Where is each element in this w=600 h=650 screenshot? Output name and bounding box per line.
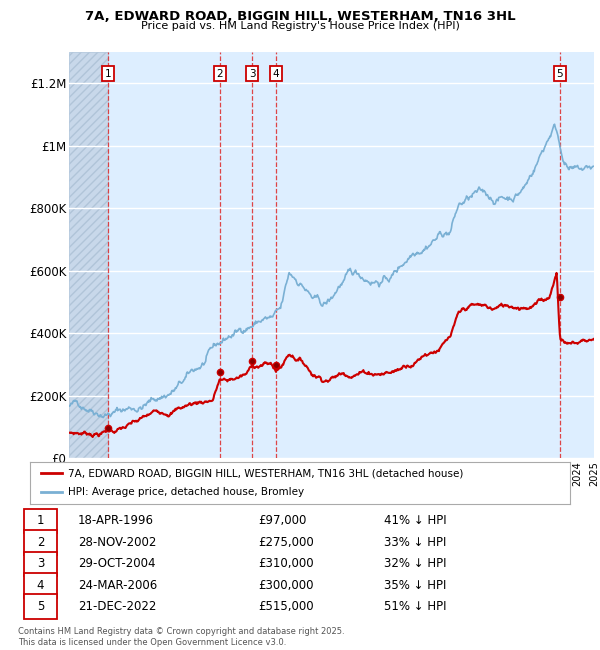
Text: HPI: Average price, detached house, Bromley: HPI: Average price, detached house, Brom… — [68, 487, 304, 497]
Text: 33% ↓ HPI: 33% ↓ HPI — [384, 536, 446, 549]
Text: 4: 4 — [37, 578, 44, 592]
Text: 1: 1 — [104, 69, 111, 79]
Text: 29-OCT-2004: 29-OCT-2004 — [78, 558, 155, 571]
Text: £515,000: £515,000 — [258, 601, 314, 614]
Text: 28-NOV-2002: 28-NOV-2002 — [78, 536, 157, 549]
Text: 7A, EDWARD ROAD, BIGGIN HILL, WESTERHAM, TN16 3HL: 7A, EDWARD ROAD, BIGGIN HILL, WESTERHAM,… — [85, 10, 515, 23]
Text: 18-APR-1996: 18-APR-1996 — [78, 515, 154, 528]
Text: Price paid vs. HM Land Registry's House Price Index (HPI): Price paid vs. HM Land Registry's House … — [140, 21, 460, 31]
Text: 2: 2 — [37, 536, 44, 549]
Text: 3: 3 — [249, 69, 256, 79]
Text: 5: 5 — [37, 601, 44, 614]
Text: 32% ↓ HPI: 32% ↓ HPI — [384, 558, 446, 571]
Text: 24-MAR-2006: 24-MAR-2006 — [78, 578, 157, 592]
Bar — [69, 52, 108, 458]
Text: £97,000: £97,000 — [258, 515, 307, 528]
Text: £310,000: £310,000 — [258, 558, 314, 571]
Text: 35% ↓ HPI: 35% ↓ HPI — [384, 578, 446, 592]
Text: 51% ↓ HPI: 51% ↓ HPI — [384, 601, 446, 614]
Text: 3: 3 — [37, 558, 44, 571]
Text: 7A, EDWARD ROAD, BIGGIN HILL, WESTERHAM, TN16 3HL (detached house): 7A, EDWARD ROAD, BIGGIN HILL, WESTERHAM,… — [68, 469, 463, 478]
Text: £300,000: £300,000 — [258, 578, 314, 592]
Text: 2: 2 — [217, 69, 223, 79]
Text: 41% ↓ HPI: 41% ↓ HPI — [384, 515, 446, 528]
Text: 1: 1 — [37, 515, 44, 528]
Text: 4: 4 — [273, 69, 280, 79]
Text: £275,000: £275,000 — [258, 536, 314, 549]
Text: 21-DEC-2022: 21-DEC-2022 — [78, 601, 157, 614]
Text: Contains HM Land Registry data © Crown copyright and database right 2025.
This d: Contains HM Land Registry data © Crown c… — [18, 627, 344, 647]
Text: 5: 5 — [556, 69, 563, 79]
